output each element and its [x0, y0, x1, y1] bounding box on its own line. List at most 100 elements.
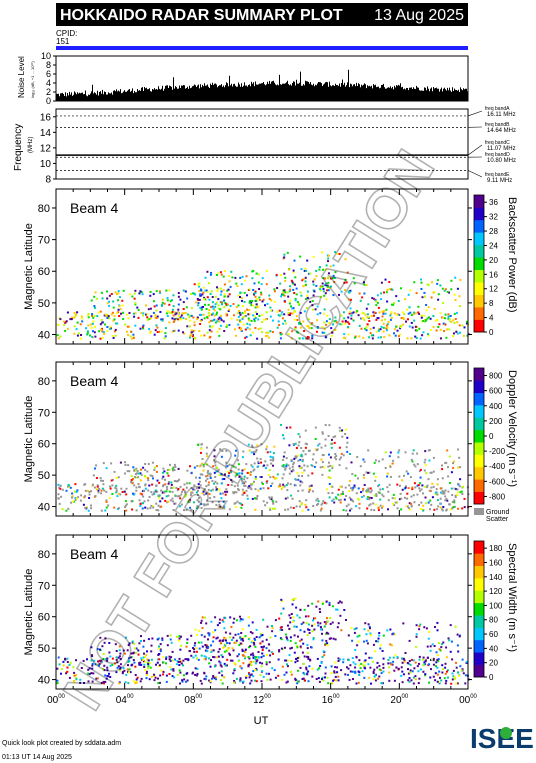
- scatter-cell: [321, 251, 323, 254]
- scatter-cell: [248, 646, 250, 649]
- colorbar-tick-label: 20: [489, 659, 498, 668]
- scatter-cell: [210, 650, 213, 653]
- scatter-cell: [66, 670, 69, 673]
- scatter-cell: [150, 644, 153, 647]
- scatter-cell: [399, 492, 402, 495]
- scatter-cell: [237, 304, 240, 307]
- scatter-cell: [281, 600, 284, 603]
- scatter-cell: [446, 328, 448, 331]
- scatter-cell: [382, 330, 385, 333]
- scatter-cell: [332, 323, 334, 326]
- scatter-cell: [208, 309, 211, 311]
- scatter-cell: [407, 472, 410, 475]
- scatter-cell: [203, 317, 206, 320]
- scatter-cell: [251, 652, 254, 655]
- scatter-cell: [140, 493, 143, 496]
- scatter-cell: [106, 313, 109, 316]
- scatter-cell: [245, 676, 248, 679]
- scatter-cell: [83, 483, 86, 486]
- scatter-cell: [61, 508, 64, 511]
- scatter-cell: [324, 277, 326, 280]
- scatter-cell: [186, 313, 189, 316]
- scatter-cell: [436, 654, 439, 656]
- scatter-cell: [169, 634, 172, 637]
- scatter-cell: [206, 316, 209, 319]
- scatter-cell: [299, 480, 302, 483]
- scatter-cell: [320, 295, 322, 298]
- scatter-cell: [358, 335, 361, 338]
- scatter-cell: [334, 271, 337, 274]
- scatter-cell: [270, 462, 273, 465]
- scatter-cell: [255, 667, 258, 670]
- scatter-cell: [454, 494, 457, 497]
- scatter-cell: [182, 289, 185, 292]
- scatter-cell: [131, 508, 134, 511]
- scatter-cell: [195, 476, 197, 479]
- scatter-cell: [341, 429, 344, 432]
- scatter-cell: [384, 312, 387, 315]
- scatter-cell: [284, 468, 287, 471]
- scatter-cell: [306, 294, 309, 297]
- scatter-cell: [296, 682, 299, 685]
- scatter-cell: [306, 259, 309, 262]
- scatter-cell: [261, 482, 264, 485]
- scatter-cell: [388, 455, 391, 458]
- scatter-cell: [265, 331, 268, 334]
- scatter-cell: [413, 319, 416, 322]
- colorbar-swatch: [474, 282, 484, 295]
- scatter-cell: [186, 679, 189, 682]
- scatter-cell: [421, 296, 424, 299]
- scatter-cell: [240, 321, 243, 323]
- scatter-cell: [298, 616, 301, 619]
- scatter-cell: [197, 302, 200, 304]
- scatter-cell: [93, 659, 96, 662]
- scatter-cell: [193, 466, 196, 469]
- scatter-cell: [295, 293, 298, 296]
- scatter-cell: [162, 485, 164, 488]
- scatter-cell: [310, 646, 313, 649]
- scatter-cell: [276, 473, 279, 476]
- scatter-cell: [151, 493, 154, 496]
- scatter-cell: [126, 330, 128, 333]
- scatter-cell: [100, 492, 103, 495]
- scatter-cell: [391, 663, 394, 666]
- scatter-cell: [263, 645, 265, 648]
- scatter-cell: [306, 443, 308, 446]
- scatter-cell: [247, 656, 250, 658]
- scatter-cell: [153, 493, 156, 496]
- scatter-cell: [119, 652, 122, 655]
- scatter-cell: [165, 495, 168, 498]
- scatter-cell: [119, 493, 122, 496]
- scatter-cell: [182, 308, 185, 310]
- scatter-cell: [379, 488, 382, 491]
- scatter-cell: [325, 298, 328, 301]
- scatter-cell: [323, 466, 325, 469]
- scatter-cell: [455, 661, 457, 664]
- scatter-cell: [279, 337, 282, 340]
- scatter-cell: [367, 488, 370, 491]
- scatter-cell: [299, 666, 302, 669]
- scatter-cell: [344, 278, 347, 281]
- scatter-cell: [307, 336, 310, 339]
- scatter-cell: [334, 251, 337, 254]
- scatter-cell: [290, 459, 293, 462]
- scatter-cell: [365, 471, 368, 474]
- scatter-cell: [257, 462, 260, 465]
- scatter-cell: [321, 639, 324, 642]
- scatter-cell: [395, 501, 398, 504]
- scatter-cell: [108, 496, 111, 499]
- scatter-cell: [150, 491, 153, 494]
- scatter-cell: [101, 321, 104, 324]
- cpid-label: CPID:: [56, 29, 77, 38]
- scatter-cell: [382, 666, 385, 669]
- scatter-cell: [168, 490, 171, 493]
- scatter-cell: [278, 314, 281, 317]
- scatter-cell: [74, 483, 77, 486]
- scatter-cell: [185, 486, 188, 489]
- scatter-cell: [159, 500, 162, 503]
- scatter-cell: [439, 506, 442, 509]
- scatter-cell: [260, 656, 263, 659]
- scatter-cell: [398, 313, 401, 316]
- lat-tick-label: 60: [38, 612, 50, 624]
- scatter-cell: [224, 490, 227, 493]
